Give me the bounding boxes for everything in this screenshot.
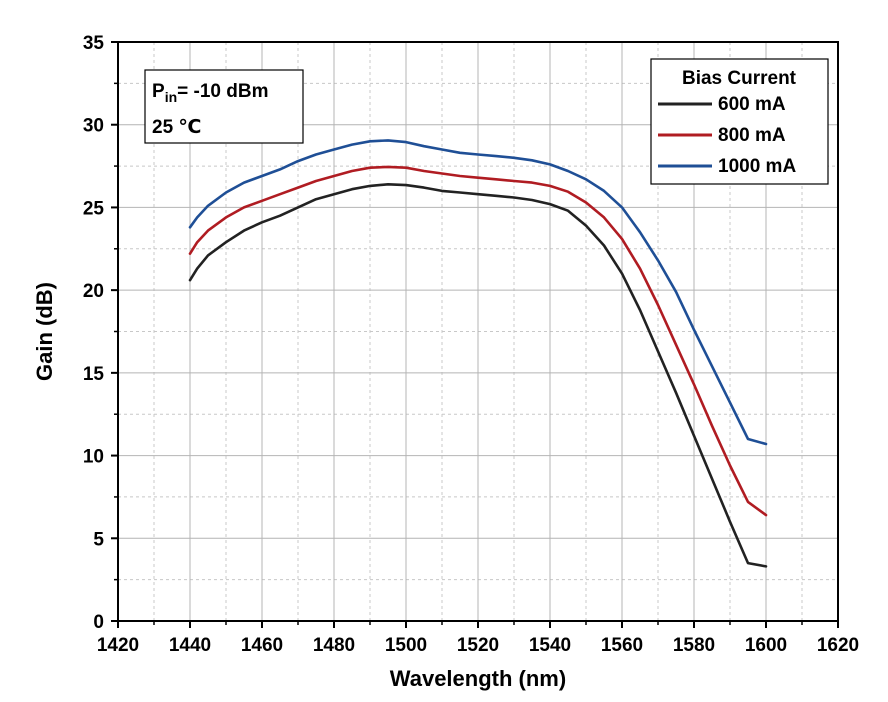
annotation-input-power: Pin= -10 dBm bbox=[152, 81, 268, 105]
x-tick-label: 1480 bbox=[313, 635, 355, 656]
x-tick-label: 1500 bbox=[385, 635, 427, 656]
y-tick-label: 30 bbox=[83, 116, 104, 137]
y-tick-label: 35 bbox=[83, 33, 105, 54]
x-tick-label: 1440 bbox=[169, 635, 211, 656]
x-tick-label: 1420 bbox=[97, 635, 139, 656]
x-tick-label: 1520 bbox=[457, 635, 499, 656]
annotation-temperature: 25 ℃ bbox=[152, 117, 201, 138]
y-tick-label: 10 bbox=[83, 447, 104, 468]
x-tick-label: 1600 bbox=[745, 635, 787, 656]
legend-title: Bias Current bbox=[682, 68, 797, 89]
series-line-1000-ma bbox=[188, 139, 768, 446]
legend-label: 1000 mA bbox=[718, 156, 796, 177]
y-tick-label: 0 bbox=[93, 612, 104, 633]
y-tick-label: 15 bbox=[83, 364, 105, 385]
series-line-600-ma bbox=[188, 183, 768, 568]
y-tick-label: 25 bbox=[83, 198, 105, 219]
x-tick-label: 1460 bbox=[241, 635, 283, 656]
x-tick-label: 1560 bbox=[601, 635, 643, 656]
annotation-power-value: = -10 dBm bbox=[177, 81, 268, 102]
ticks bbox=[111, 41, 839, 628]
x-tick-label: 1580 bbox=[673, 635, 715, 656]
x-tick-labels: 1420 1440 1460 1480 1500 1520 1540 1560 1580 1600… bbox=[97, 635, 859, 656]
legend-items: 600 mA 800 mA 1000 mA bbox=[658, 94, 796, 177]
x-tick-label: 1620 bbox=[817, 635, 859, 656]
y-tick-label: 20 bbox=[83, 281, 104, 302]
legend-box bbox=[650, 58, 829, 185]
annotation-subscript: in bbox=[165, 89, 177, 105]
legend-label: 600 mA bbox=[718, 94, 786, 115]
y-tick-label: 5 bbox=[93, 529, 104, 550]
x-axis-title: Wavelength (nm) bbox=[390, 666, 566, 691]
series-lines bbox=[188, 139, 768, 568]
legend: Bias Current 600 mA 800 mA 1000 mA bbox=[650, 58, 829, 185]
y-axis-title: Gain (dB) bbox=[32, 282, 57, 381]
annotation-box bbox=[144, 69, 304, 144]
annotation-p: P bbox=[152, 81, 165, 102]
series-line-800-ma bbox=[188, 165, 768, 517]
legend-label: 800 mA bbox=[718, 125, 786, 146]
x-tick-label: 1540 bbox=[529, 635, 571, 656]
y-tick-labels: 0 5 10 15 20 25 30 35 bbox=[83, 33, 105, 633]
condition-annotation: Pin= -10 dBm 25 ℃ bbox=[144, 69, 304, 144]
